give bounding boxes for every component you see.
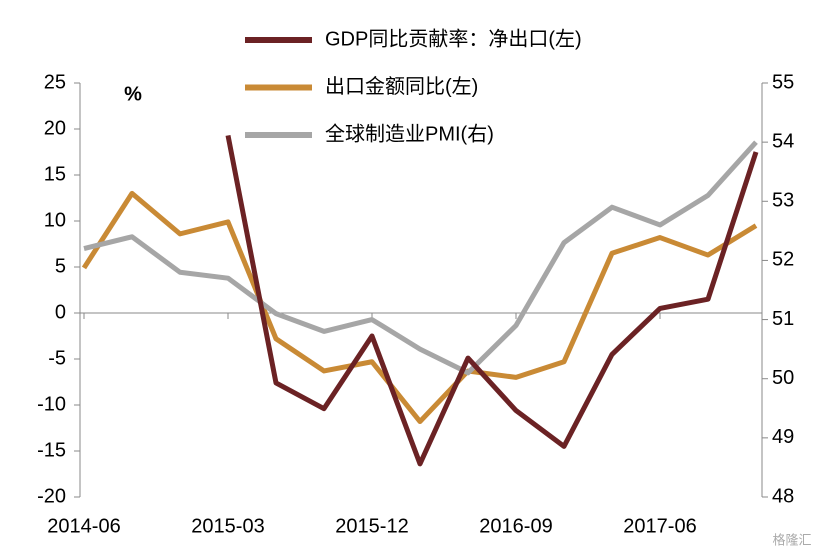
y-tick-label: 15	[44, 163, 66, 185]
y2-tick-label: 54	[772, 130, 794, 152]
series-line	[225, 134, 759, 467]
x-tick-label: 2016-09	[479, 515, 552, 537]
y-tick-label: -15	[37, 439, 66, 461]
legend-label: 出口金额同比(左)	[325, 75, 478, 98]
y2-tick-label: 48	[772, 485, 794, 507]
y-tick-label: -5	[48, 347, 66, 369]
unit-label: %	[124, 83, 142, 105]
y-tick-label: -20	[37, 485, 66, 507]
series-line	[81, 190, 758, 425]
y-tick-label: 25	[44, 71, 66, 93]
y2-tick-label: 52	[772, 249, 794, 271]
y-tick-label: 20	[44, 117, 66, 139]
x-tick-label: 2017-06	[623, 515, 696, 537]
y2-tick-label: 49	[772, 426, 794, 448]
y-tick-label: 0	[55, 301, 66, 323]
y2-tick-label: 50	[772, 367, 794, 389]
y-tick-label: 10	[44, 209, 66, 231]
y-tick-label: 5	[55, 255, 66, 277]
x-tick-label: 2015-03	[191, 515, 264, 537]
series-line	[83, 140, 758, 376]
watermark: 格隆汇	[772, 532, 811, 547]
x-tick-label: 2014-06	[47, 515, 120, 537]
y2-tick-label: 55	[772, 71, 794, 93]
x-tick-label: 2015-12	[335, 515, 408, 537]
y2-tick-label: 51	[772, 308, 794, 330]
y-tick-label: -10	[37, 393, 66, 415]
legend-label: GDP同比贡献率：净出口(左)	[325, 27, 582, 50]
legend-label: 全球制造业PMI(右)	[325, 122, 494, 145]
y2-tick-label: 53	[772, 190, 794, 212]
